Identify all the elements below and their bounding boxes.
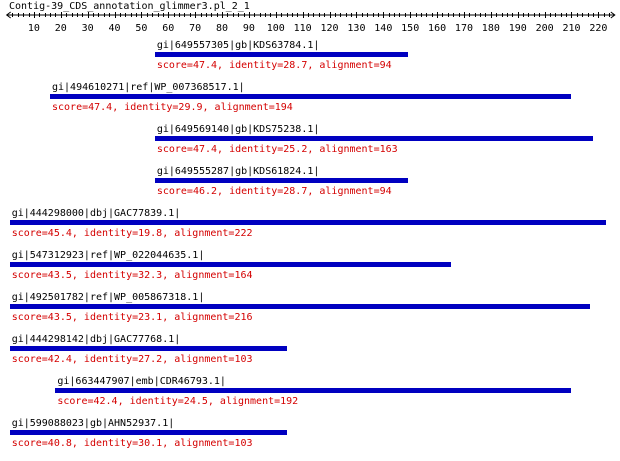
ruler-tick-label: 140 (374, 23, 392, 34)
ruler-tick-label: 50 (135, 23, 147, 34)
track-title: Contig-39_CDS_annotation_glimmer3.pl_2_1 (9, 1, 250, 12)
hit-score-text: score=42.4, identity=27.2, alignment=103 (11, 354, 253, 365)
ruler-tick-label: 130 (347, 23, 365, 34)
ruler-tick-label: 220 (589, 23, 607, 34)
hit-label: gi|444298142|dbj|GAC77768.1| (11, 334, 181, 345)
hit-score-text: score=46.2, identity=28.7, alignment=94 (156, 186, 392, 197)
hit-alignment-bar (154, 136, 593, 141)
ruler-tick-label: 150 (401, 23, 419, 34)
hit-score-text: score=43.5, identity=32.3, alignment=164 (11, 270, 253, 281)
ruler-right-arrow (610, 11, 616, 19)
ruler-tick-label: 90 (243, 23, 255, 34)
ruler-tick-label: 60 (162, 23, 174, 34)
hit-alignment-bar (55, 388, 572, 393)
hit-score-text: score=42.4, identity=24.5, alignment=192 (57, 396, 299, 407)
hit-label: gi|547312923|ref|WP_022044635.1| (11, 250, 205, 261)
ruler-tick-label: 200 (536, 23, 554, 34)
hit-label: gi|649557305|gb|KDS63784.1| (156, 40, 320, 51)
hit-score-text: score=40.8, identity=30.1, alignment=103 (11, 438, 253, 449)
hit-score-text: score=45.4, identity=19.8, alignment=222 (11, 228, 253, 239)
ruler-tick-label: 210 (562, 23, 580, 34)
hit-label: gi|649569140|gb|KDS75238.1| (156, 124, 320, 135)
ruler-tick-label: 190 (509, 23, 527, 34)
ruler-tick-label: 20 (55, 23, 67, 34)
hit-alignment-bar (9, 430, 287, 435)
position-ruler: 10 20 30 40 50 60 70 80 90 100 110 120 130 140 150 160 1… (5, 11, 616, 34)
ruler-tick-label: 70 (189, 23, 201, 34)
hit-alignment-bar (154, 178, 408, 183)
hit-label: gi|649555287|gb|KDS61824.1| (156, 166, 320, 177)
hit-alignment-bar (9, 346, 287, 351)
ruler-tick-label: 80 (216, 23, 228, 34)
ruler-tick-label: 110 (294, 23, 312, 34)
hit-score-text: score=47.4, identity=28.7, alignment=94 (156, 60, 392, 71)
hit-alignment-bar (9, 220, 607, 225)
hit-score-text: score=43.5, identity=23.1, alignment=216 (11, 312, 253, 323)
hit-label: gi|444298000|dbj|GAC77839.1| (11, 208, 181, 219)
ruler-tick-label: 180 (482, 23, 500, 34)
hit-label: gi|494610271|ref|WP_007368517.1| (52, 82, 245, 93)
hit-alignment-bar (9, 262, 451, 267)
hit-alignment-bar (9, 304, 591, 309)
hit-score-text: score=47.4, identity=29.9, alignment=194 (52, 102, 293, 113)
ruler-tick-label: 160 (428, 23, 446, 34)
hit-label: gi|492501782|ref|WP_005867318.1| (11, 292, 205, 303)
hit-alignment-bar (50, 94, 572, 99)
hit-score-text: score=47.4, identity=25.2, alignment=163 (156, 144, 398, 155)
hit-label: gi|663447907|emb|CDR46793.1| (57, 376, 226, 387)
ruler-tick-label: 40 (108, 23, 120, 34)
ruler-tick-label: 10 (28, 23, 40, 34)
ruler-tick-label: 120 (321, 23, 339, 34)
ruler-left-arrow (5, 11, 11, 19)
hit-alignment-bar (154, 52, 408, 57)
ruler-tick-label: 170 (455, 23, 473, 34)
ruler-tick-label: 100 (267, 23, 285, 34)
ruler-tick-label: 30 (82, 23, 94, 34)
hit-label: gi|599088023|gb|AHN52937.1| (11, 418, 175, 429)
